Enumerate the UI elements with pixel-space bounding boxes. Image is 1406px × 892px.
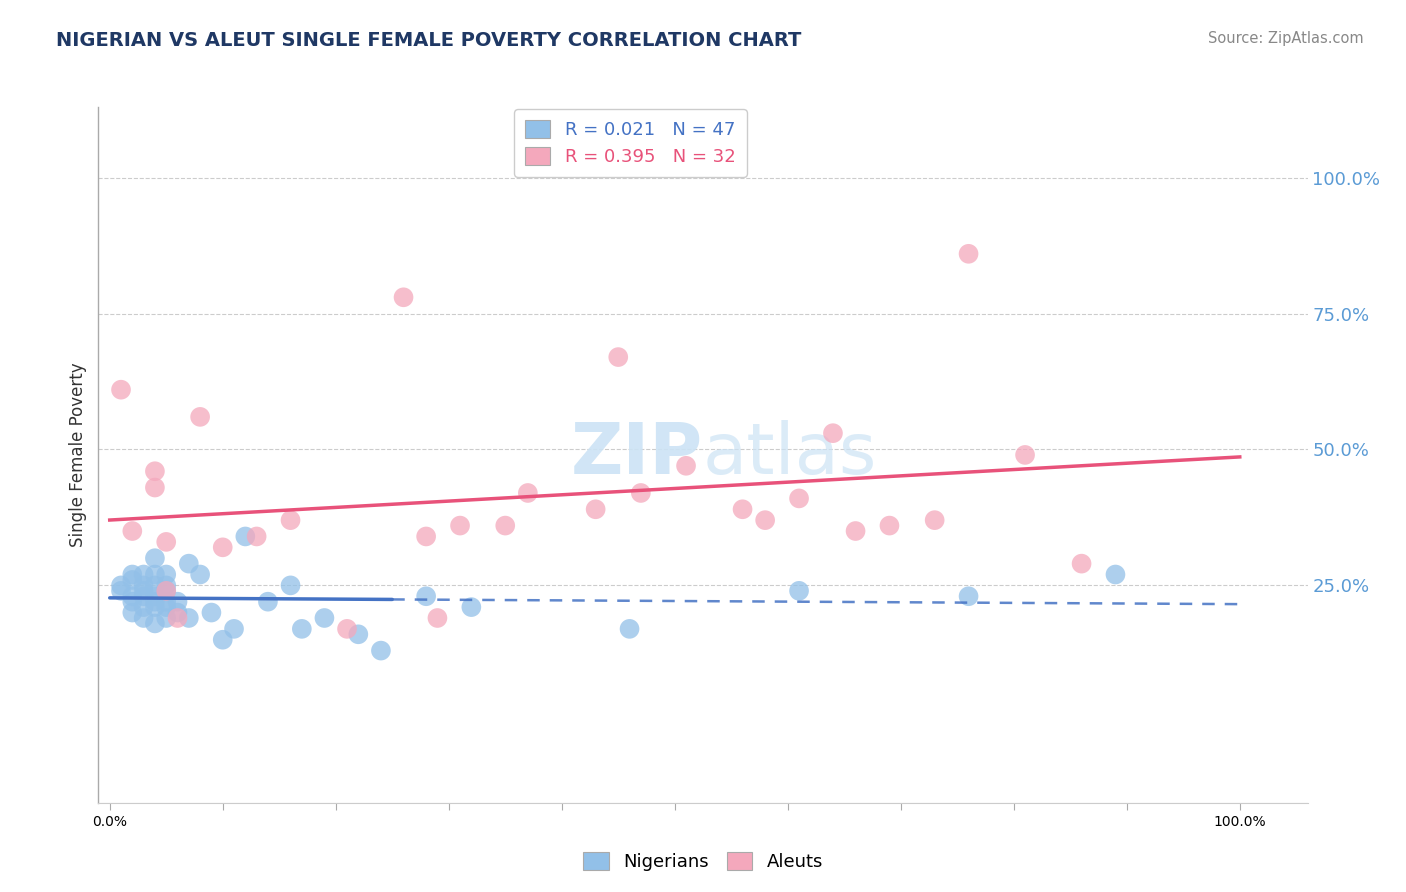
Point — [166, 606, 188, 620]
Point — [370, 643, 392, 657]
Point — [449, 518, 471, 533]
Point — [143, 464, 166, 478]
Point — [246, 529, 269, 543]
Point — [222, 622, 245, 636]
Point — [143, 616, 166, 631]
Text: atlas: atlas — [703, 420, 877, 490]
Point — [143, 551, 166, 566]
Point — [188, 409, 211, 424]
Point — [177, 611, 200, 625]
Point — [879, 518, 901, 533]
Text: Source: ZipAtlas.com: Source: ZipAtlas.com — [1208, 31, 1364, 46]
Point — [132, 611, 155, 625]
Point — [821, 426, 844, 441]
Legend: R = 0.021   N = 47, R = 0.395   N = 32: R = 0.021 N = 47, R = 0.395 N = 32 — [515, 109, 747, 177]
Point — [155, 583, 177, 598]
Point — [121, 524, 143, 538]
Point — [415, 589, 437, 603]
Point — [754, 513, 776, 527]
Point — [143, 481, 166, 495]
Point — [155, 600, 177, 615]
Point — [155, 583, 177, 598]
Point — [110, 583, 132, 598]
Point — [132, 589, 155, 603]
Point — [211, 541, 233, 555]
Y-axis label: Single Female Poverty: Single Female Poverty — [69, 363, 87, 547]
Point — [211, 632, 233, 647]
Text: ZIP: ZIP — [571, 420, 703, 490]
Point — [516, 486, 538, 500]
Point — [675, 458, 697, 473]
Point — [924, 513, 946, 527]
Point — [291, 622, 314, 636]
Point — [121, 589, 143, 603]
Point — [845, 524, 868, 538]
Point — [110, 578, 132, 592]
Point — [460, 600, 482, 615]
Point — [132, 600, 155, 615]
Point — [607, 350, 630, 364]
Point — [314, 611, 336, 625]
Point — [280, 513, 302, 527]
Point — [143, 567, 166, 582]
Point — [280, 578, 302, 592]
Point — [233, 529, 256, 543]
Point — [336, 622, 359, 636]
Point — [155, 534, 177, 549]
Point — [143, 578, 166, 592]
Point — [166, 611, 188, 625]
Point — [155, 595, 177, 609]
Point — [200, 606, 222, 620]
Point — [731, 502, 754, 516]
Point — [110, 383, 132, 397]
Point — [957, 247, 980, 261]
Point — [1104, 567, 1126, 582]
Point — [585, 502, 607, 516]
Point — [177, 557, 200, 571]
Point — [257, 595, 280, 609]
Point — [619, 622, 641, 636]
Point — [1014, 448, 1036, 462]
Point — [155, 611, 177, 625]
Point — [957, 589, 980, 603]
Point — [121, 567, 143, 582]
Point — [143, 595, 166, 609]
Point — [121, 573, 143, 587]
Point — [121, 606, 143, 620]
Point — [392, 290, 415, 304]
Point — [155, 567, 177, 582]
Point — [415, 529, 437, 543]
Point — [143, 600, 166, 615]
Legend: Nigerians, Aleuts: Nigerians, Aleuts — [576, 845, 830, 879]
Point — [143, 589, 166, 603]
Point — [132, 583, 155, 598]
Point — [426, 611, 449, 625]
Point — [347, 627, 370, 641]
Point — [166, 595, 188, 609]
Point — [494, 518, 516, 533]
Point — [630, 486, 652, 500]
Point — [787, 583, 810, 598]
Point — [787, 491, 810, 506]
Point — [132, 567, 155, 582]
Point — [155, 578, 177, 592]
Point — [132, 578, 155, 592]
Point — [121, 595, 143, 609]
Point — [188, 567, 211, 582]
Text: NIGERIAN VS ALEUT SINGLE FEMALE POVERTY CORRELATION CHART: NIGERIAN VS ALEUT SINGLE FEMALE POVERTY … — [56, 31, 801, 50]
Point — [1070, 557, 1092, 571]
